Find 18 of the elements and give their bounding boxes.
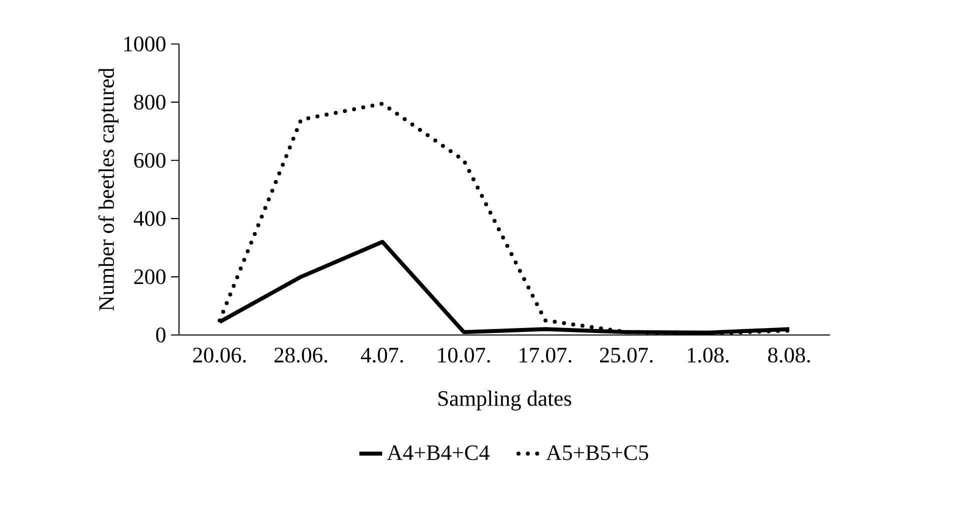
- y-tick-label: 400: [134, 211, 166, 226]
- x-tick-label: 17.07.: [520, 348, 572, 363]
- x-tick-label: 1.08.: [688, 348, 728, 363]
- x-tick-label: 8.08.: [768, 348, 810, 363]
- y-tick-label: 1000: [124, 36, 166, 52]
- x-tick-label: 28.06.: [274, 348, 328, 363]
- y-axis-title: Number of beetles captured: [98, 68, 118, 311]
- y-tick-label: 600: [134, 152, 166, 168]
- legend-label: A4+B4+C4: [386, 445, 490, 460]
- x-axis-title: Sampling dates: [438, 390, 572, 410]
- x-tick-label: 10.07.: [438, 348, 490, 363]
- x-tick-label: 25.07.: [600, 348, 653, 363]
- x-tick-label: 20.06.: [193, 348, 246, 363]
- legend-label: A5+B5+C5: [546, 445, 648, 460]
- y-tick-label: 0: [156, 328, 166, 342]
- y-tick-label: 800: [134, 94, 166, 110]
- x-tick-label: 4.07.: [360, 348, 403, 363]
- y-tick-label: 200: [134, 269, 166, 284]
